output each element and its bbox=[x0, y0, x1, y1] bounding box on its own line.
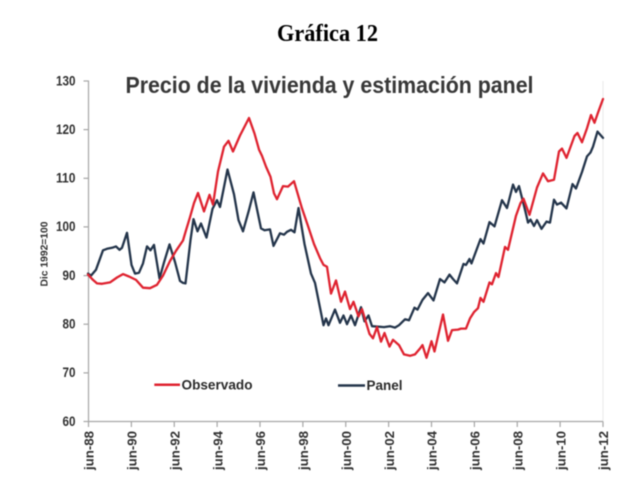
svg-text:jun-88: jun-88 bbox=[82, 431, 97, 471]
svg-text:Gráfica 12: Gráfica 12 bbox=[277, 20, 378, 47]
svg-text:Precio de la vivienda y estima: Precio de la vivienda y estimación panel bbox=[126, 72, 534, 98]
svg-text:90: 90 bbox=[63, 268, 76, 283]
svg-text:jun-00: jun-00 bbox=[339, 431, 354, 471]
svg-text:jun-90: jun-90 bbox=[125, 431, 140, 471]
svg-text:jun-12: jun-12 bbox=[596, 431, 611, 471]
svg-text:jun-94: jun-94 bbox=[210, 430, 225, 471]
svg-text:70: 70 bbox=[63, 365, 76, 380]
svg-text:80: 80 bbox=[63, 317, 76, 332]
svg-text:jun-02: jun-02 bbox=[382, 431, 397, 471]
svg-text:Observado: Observado bbox=[182, 378, 253, 393]
svg-text:jun-08: jun-08 bbox=[511, 431, 526, 471]
svg-text:120: 120 bbox=[56, 122, 76, 137]
svg-text:100: 100 bbox=[56, 219, 76, 234]
svg-text:jun-96: jun-96 bbox=[253, 431, 268, 471]
svg-text:jun-10: jun-10 bbox=[553, 431, 568, 471]
svg-text:jun-04: jun-04 bbox=[425, 430, 440, 471]
svg-text:60: 60 bbox=[63, 414, 76, 429]
svg-text:130: 130 bbox=[56, 73, 76, 88]
svg-text:jun-92: jun-92 bbox=[167, 431, 182, 471]
svg-text:Dic 1992=100: Dic 1992=100 bbox=[39, 221, 51, 286]
svg-text:jun-06: jun-06 bbox=[468, 431, 483, 471]
svg-text:110: 110 bbox=[56, 171, 76, 186]
svg-text:Panel: Panel bbox=[367, 378, 403, 393]
svg-text:jun-98: jun-98 bbox=[296, 431, 311, 471]
